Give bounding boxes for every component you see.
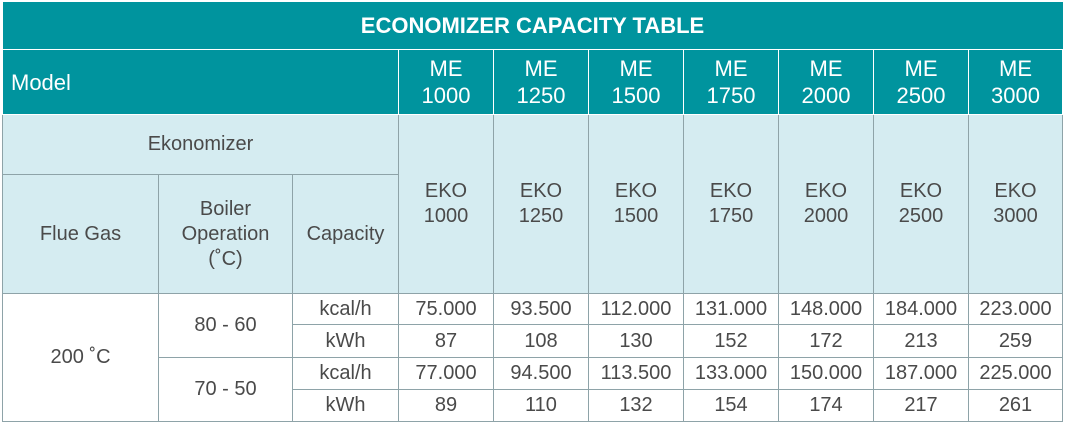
value-cell: 75.000: [398, 293, 494, 325]
value-cell: 87: [398, 324, 494, 358]
value-cell: 217: [873, 389, 969, 422]
flue-gas-label: Flue Gas: [2, 174, 159, 294]
flue-gas-value: 200 ˚C: [2, 293, 159, 422]
value-cell: 225.000: [967, 357, 1064, 390]
table-title: ECONOMIZER CAPACITY TABLE: [2, 2, 1063, 50]
model-header-cell: ME 1250: [493, 49, 589, 115]
value-cell: 133.000: [683, 357, 779, 390]
value-cell: 112.000: [588, 293, 684, 325]
unit-cell: kWh: [292, 324, 399, 358]
value-cell: 261: [967, 389, 1064, 422]
capacity-table-container: ECONOMIZER CAPACITY TABLE Model ME 1000 M…: [2, 2, 1064, 422]
eko-model-cell: EKO 2500: [873, 114, 969, 294]
eko-model-cell: EKO 3000: [967, 114, 1064, 294]
ekonomizer-label: Ekonomizer: [2, 114, 399, 175]
value-cell: 152: [683, 324, 779, 358]
model-header-cell: ME 1750: [683, 49, 779, 115]
value-cell: 184.000: [873, 293, 969, 325]
value-cell: 132: [588, 389, 684, 422]
value-cell: 94.500: [493, 357, 589, 390]
unit-cell: kcal/h: [292, 293, 399, 325]
unit-cell: kcal/h: [292, 357, 399, 390]
model-label: Model: [2, 49, 399, 115]
value-cell: 77.000: [398, 357, 494, 390]
value-cell: 131.000: [683, 293, 779, 325]
eko-model-cell: EKO 1250: [493, 114, 589, 294]
eko-model-cell: EKO 1000: [398, 114, 494, 294]
eko-model-cell: EKO 1500: [588, 114, 684, 294]
value-cell: 89: [398, 389, 494, 422]
eko-model-cell: EKO 1750: [683, 114, 779, 294]
model-header-cell: ME 3000: [967, 49, 1064, 115]
value-cell: 259: [967, 324, 1064, 358]
value-cell: 172: [778, 324, 874, 358]
value-cell: 223.000: [967, 293, 1064, 325]
value-cell: 148.000: [778, 293, 874, 325]
boiler-operation-label: Boiler Operation (˚C): [158, 174, 293, 294]
economizer-capacity-table: ECONOMIZER CAPACITY TABLE Model ME 1000 M…: [2, 2, 1064, 422]
value-cell: 113.500: [588, 357, 684, 390]
model-header-cell: ME 1500: [588, 49, 684, 115]
capacity-label: Capacity: [292, 174, 399, 294]
value-cell: 187.000: [873, 357, 969, 390]
value-cell: 108: [493, 324, 589, 358]
value-cell: 213: [873, 324, 969, 358]
value-cell: 154: [683, 389, 779, 422]
model-header-cell: ME 2000: [778, 49, 874, 115]
value-cell: 150.000: [778, 357, 874, 390]
boiler-operation-value: 70 - 50: [158, 357, 293, 422]
model-header-cell: ME 1000: [398, 49, 494, 115]
boiler-operation-value: 80 - 60: [158, 293, 293, 358]
model-header-cell: ME 2500: [873, 49, 969, 115]
unit-cell: kWh: [292, 389, 399, 422]
eko-model-cell: EKO 2000: [778, 114, 874, 294]
value-cell: 110: [493, 389, 589, 422]
value-cell: 174: [778, 389, 874, 422]
value-cell: 93.500: [493, 293, 589, 325]
value-cell: 130: [588, 324, 684, 358]
